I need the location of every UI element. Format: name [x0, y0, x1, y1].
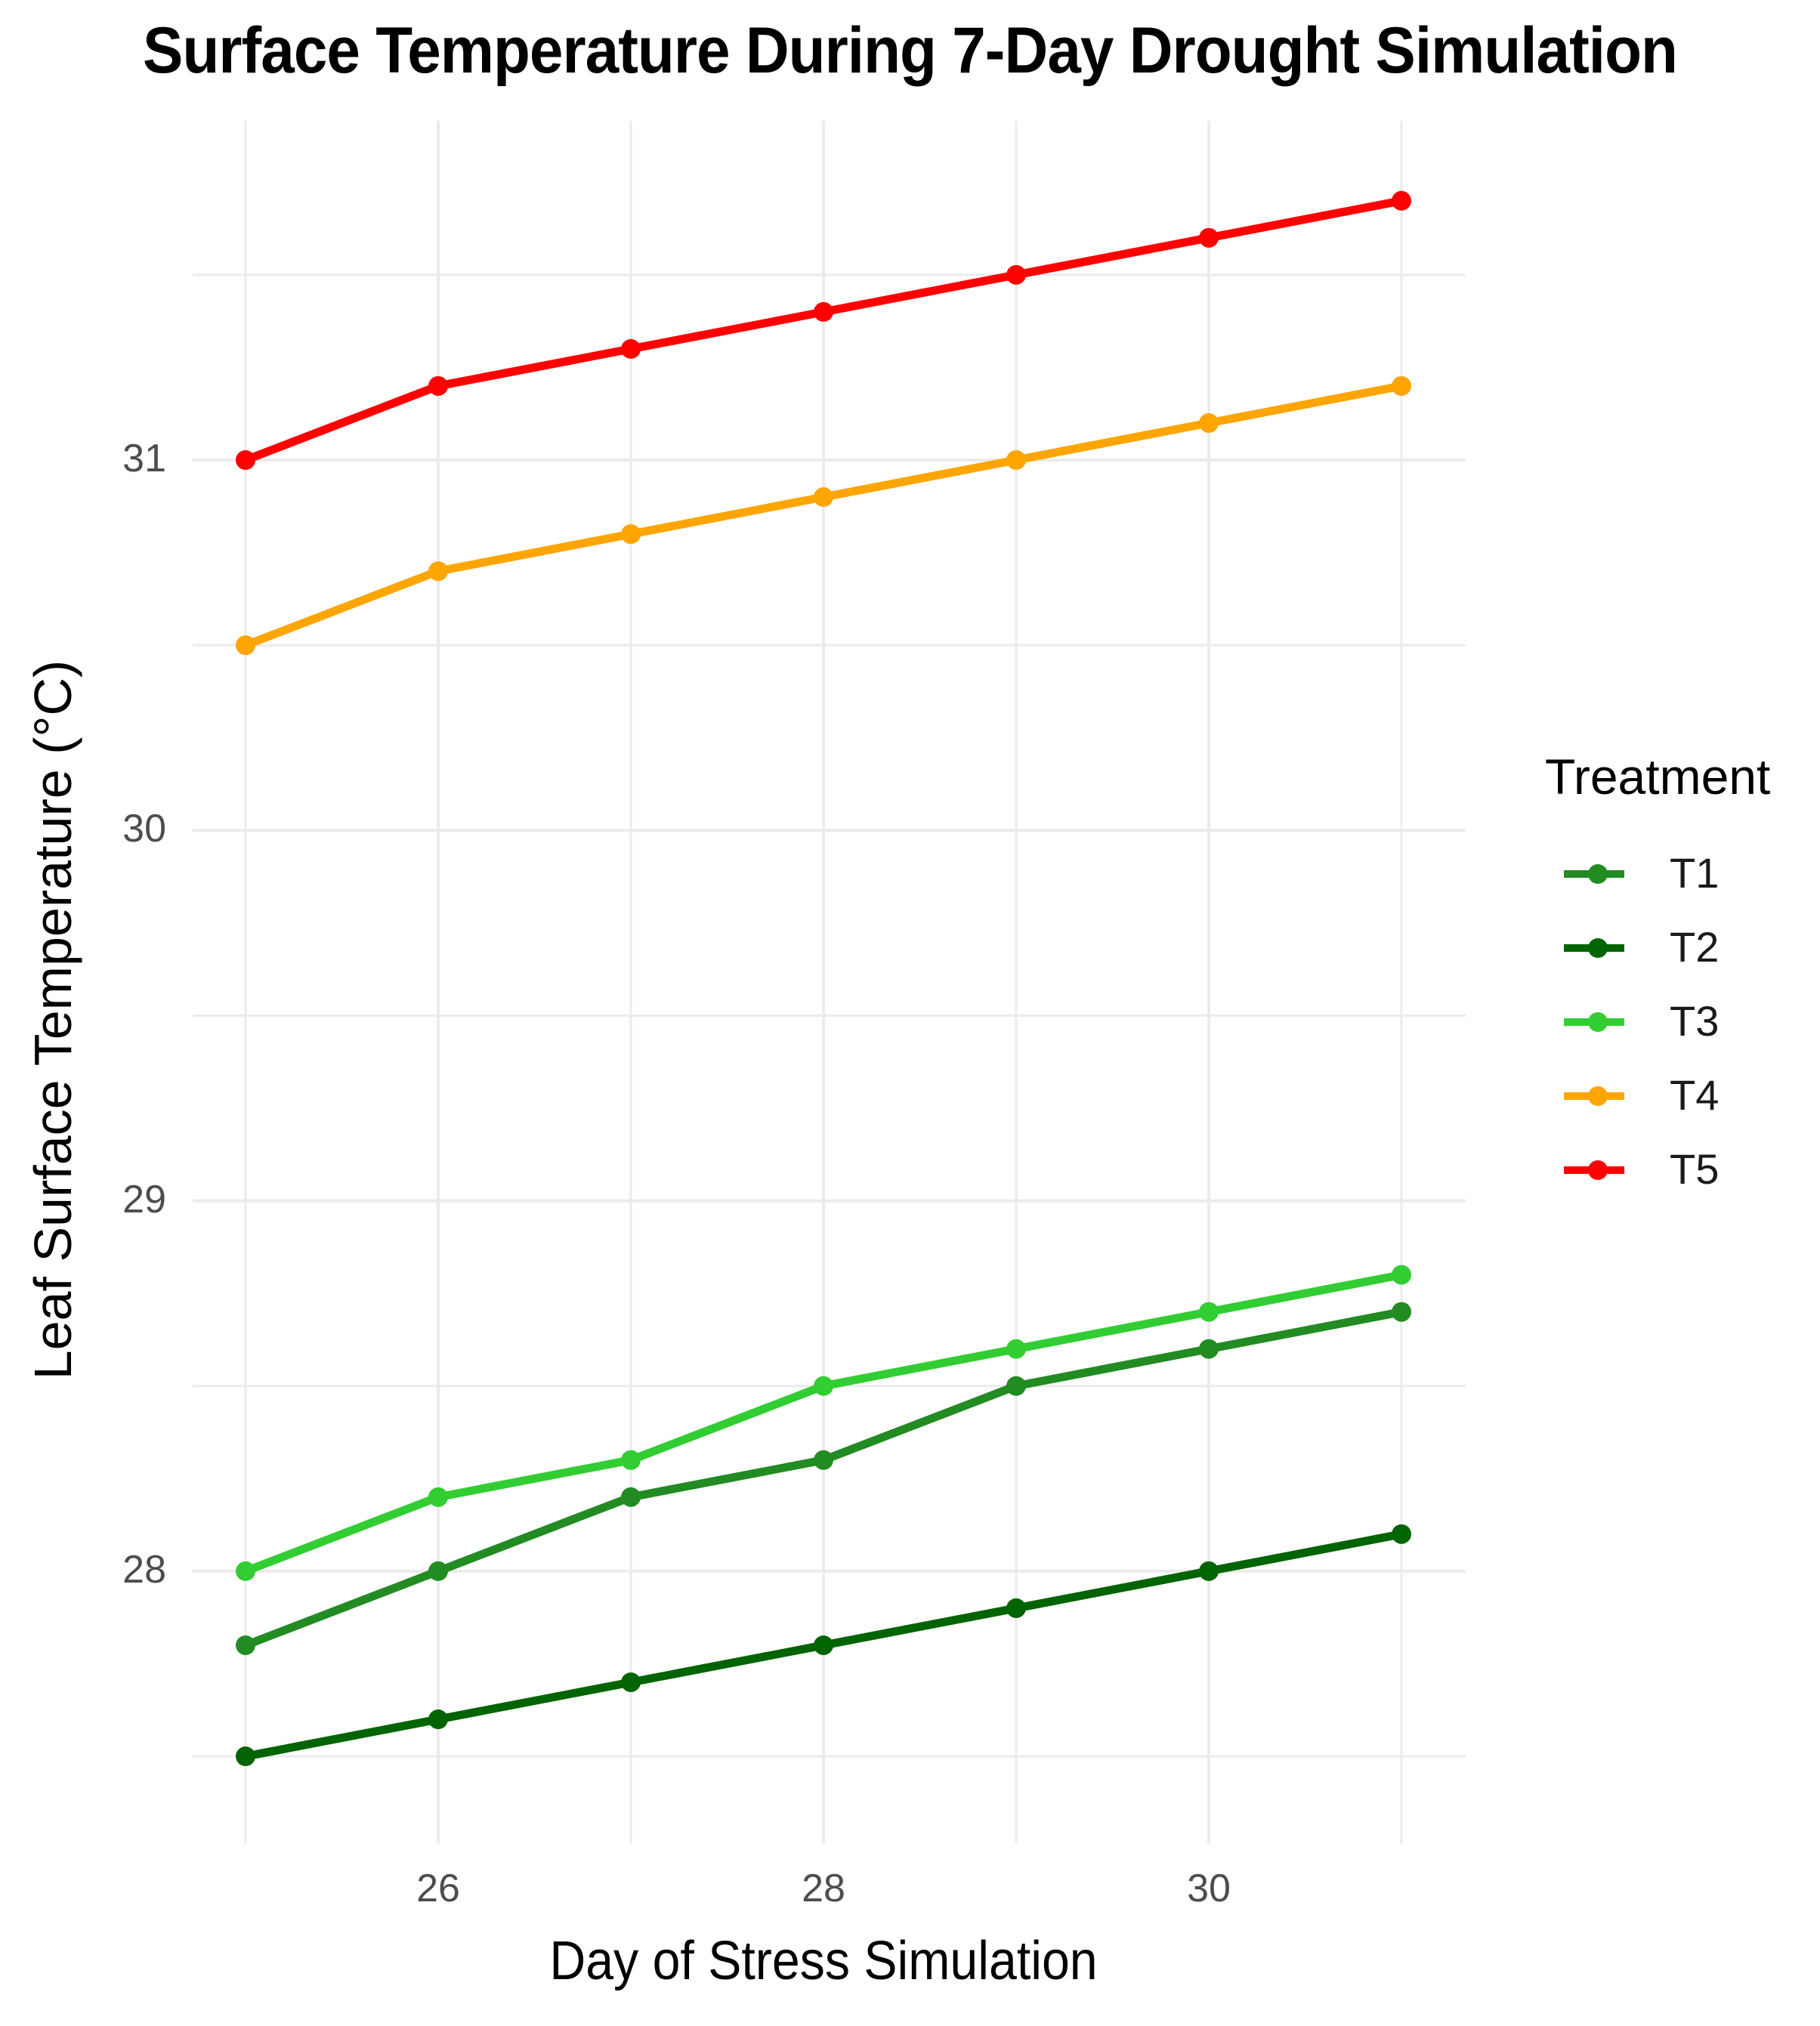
series-t3 [236, 1265, 1411, 1581]
data-point [428, 1561, 448, 1581]
data-point [1199, 1561, 1219, 1581]
legend-label: T4 [1670, 1070, 1720, 1119]
data-point [1392, 190, 1411, 211]
data-point [814, 301, 833, 322]
data-point [814, 487, 833, 508]
y-tick-label: 30 [122, 807, 166, 851]
series-t1 [236, 1302, 1411, 1655]
legend-line-point-icon [1556, 1072, 1639, 1117]
data-point [1006, 1598, 1026, 1618]
x-axis-label: Day of Stress Simulation [549, 1931, 1098, 1991]
series-t4 [236, 375, 1411, 656]
y-axis-label: Leaf Surface Temperature (°C) [23, 659, 82, 1380]
chart-title: Surface Temperature During 7-Day Drought… [143, 14, 1678, 87]
legend-line-point-icon [1556, 998, 1639, 1043]
data-point [1199, 412, 1219, 433]
series-t5 [236, 190, 1411, 470]
data-point [621, 1672, 641, 1692]
data-point [1006, 264, 1026, 285]
data-point [236, 1561, 255, 1581]
data-point [428, 1709, 448, 1730]
legend-item-t3: T3 [1541, 984, 1770, 1058]
data-point [1199, 1302, 1219, 1322]
data-point [1006, 1376, 1026, 1396]
y-tick-label: 28 [122, 1547, 166, 1592]
data-point [621, 524, 641, 545]
data-point [621, 338, 641, 359]
legend: Treatment T1 T2 T3 T4 T5 [1541, 748, 1770, 1206]
data-point [236, 1635, 255, 1655]
data-point [1006, 450, 1026, 470]
data-point [1199, 1339, 1219, 1359]
data-point [1006, 1339, 1026, 1359]
legend-label: T2 [1670, 922, 1720, 971]
data-point [814, 1376, 833, 1396]
x-tick-label: 30 [1187, 1867, 1231, 1910]
data-point [621, 1487, 641, 1507]
data-point [814, 1450, 833, 1470]
data-point [814, 1635, 833, 1655]
data-point [1392, 1302, 1411, 1322]
legend-label: T3 [1670, 996, 1720, 1045]
y-tick-label: 29 [122, 1177, 166, 1221]
x-tick-label: 28 [802, 1867, 845, 1910]
legend-line-point-icon [1556, 1146, 1639, 1191]
data-point [428, 561, 448, 582]
gridlines [193, 121, 1466, 1843]
data-point [236, 450, 255, 470]
legend-item-t2: T2 [1541, 910, 1770, 984]
data-point [428, 375, 448, 396]
legend-label: T1 [1670, 848, 1720, 897]
series-t2 [236, 1524, 1411, 1767]
legend-title: Treatment [1545, 749, 1771, 805]
data-point [428, 1487, 448, 1507]
legend-item-t1: T1 [1541, 835, 1770, 910]
legend-item-t4: T4 [1541, 1058, 1770, 1132]
legend-item-t5: T5 [1541, 1132, 1770, 1206]
data-point [1392, 1524, 1411, 1544]
x-tick-label: 26 [416, 1867, 460, 1910]
legend-label: T5 [1670, 1144, 1720, 1193]
data-point [236, 635, 255, 656]
data-point [236, 1746, 255, 1767]
legend-line-point-icon [1556, 850, 1639, 895]
data-point [1392, 1265, 1411, 1285]
y-tick-label: 31 [122, 437, 166, 480]
data-point [1392, 375, 1411, 396]
data-point [1199, 227, 1219, 248]
legend-items: T1 T2 T3 T4 T5 [1541, 835, 1770, 1206]
legend-line-point-icon [1556, 924, 1639, 969]
data-point [621, 1450, 641, 1470]
